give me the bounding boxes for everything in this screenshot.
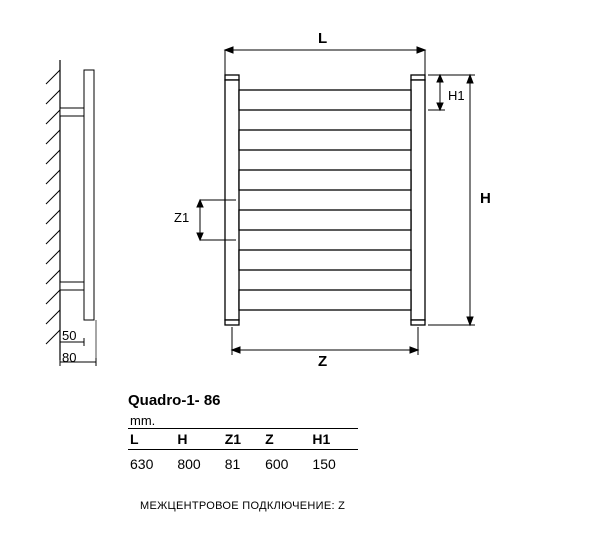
unit-label: mm. xyxy=(130,413,155,428)
label-Z1: Z1 xyxy=(174,210,189,225)
front-view xyxy=(180,35,500,365)
label-H1: H1 xyxy=(448,88,465,103)
product-title: Quadro-1- 86 xyxy=(128,392,221,409)
footnote: МЕЖЦЕНТРОВОЕ ПОДКЛЮЧЕНИЕ: Z xyxy=(140,500,345,512)
side-view xyxy=(40,60,160,370)
th-Z: Z xyxy=(263,429,310,450)
technical-drawing: 50 80 xyxy=(0,0,600,540)
side-dim-50: 50 xyxy=(62,328,76,343)
dim-Z xyxy=(232,327,418,355)
dim-H xyxy=(428,75,475,325)
td-Z: 600 xyxy=(263,450,310,475)
dim-H1 xyxy=(428,75,445,110)
th-H1: H1 xyxy=(310,429,357,450)
label-H: H xyxy=(480,190,491,207)
side-dim-80: 80 xyxy=(62,350,76,365)
label-Z: Z xyxy=(318,353,327,370)
th-L: L xyxy=(128,429,175,450)
label-L: L xyxy=(318,30,327,47)
td-H: 800 xyxy=(175,450,222,475)
radiator-body xyxy=(225,75,425,325)
th-Z1: Z1 xyxy=(223,429,263,450)
td-L: 630 xyxy=(128,450,175,475)
dim-L xyxy=(225,47,425,75)
spec-table: L H Z1 Z H1 630 800 81 600 150 xyxy=(128,428,358,474)
td-H1: 150 xyxy=(310,450,357,475)
td-Z1: 81 xyxy=(223,450,263,475)
table-row: 630 800 81 600 150 xyxy=(128,450,358,475)
th-H: H xyxy=(175,429,222,450)
